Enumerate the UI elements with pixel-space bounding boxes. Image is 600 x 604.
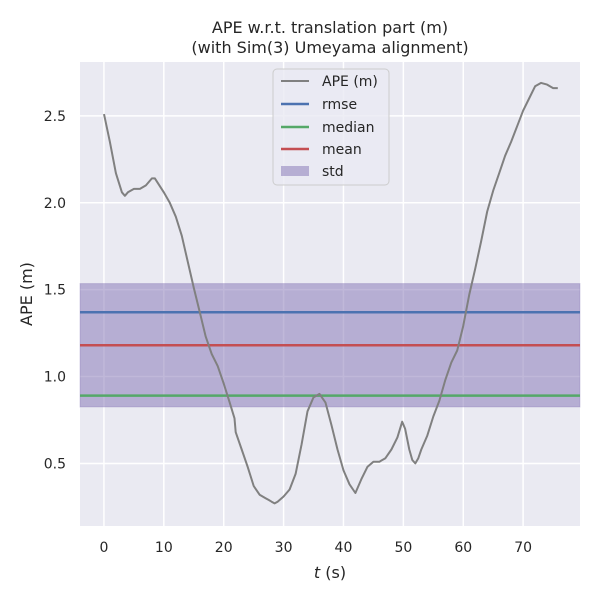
legend-swatch-std <box>281 166 309 176</box>
y-tick-label: 1.0 <box>44 370 66 386</box>
series-layer <box>103 81 558 505</box>
x-tick-label: 40 <box>335 540 353 556</box>
x-tick-label: 70 <box>514 540 532 556</box>
chart-title-line-1: APE w.r.t. translation part (m) <box>212 18 448 37</box>
x-axis-label: t (s) <box>314 563 346 582</box>
x-axis-label-unit: (s) <box>320 563 346 582</box>
legend-label-ape: APE (m) <box>322 74 378 90</box>
y-tick-label: 0.5 <box>44 456 66 472</box>
x-tick-label: 50 <box>394 540 412 556</box>
legend-label-median: median <box>322 120 374 136</box>
y-tick-label: 2.0 <box>44 196 66 212</box>
x-ticks: 0 10 20 30 40 50 60 70 <box>99 540 532 556</box>
x-tick-label: 30 <box>275 540 293 556</box>
y-axis-label: APE (m) <box>17 262 36 326</box>
x-tick-label: 0 <box>99 540 108 556</box>
chart-title-line-2: (with Sim(3) Umeyama alignment) <box>191 38 468 57</box>
x-tick-label: 60 <box>454 540 472 556</box>
legend-frame <box>272 68 390 186</box>
stat-lines <box>80 310 580 397</box>
legend: APE (m) rmse median mean std <box>272 68 390 186</box>
y-tick-label: 1.5 <box>44 283 66 299</box>
legend-label-mean: mean <box>322 142 362 158</box>
x-tick-label: 10 <box>155 540 173 556</box>
ape-series-line <box>103 81 558 505</box>
y-ticks: 0.5 1.0 1.5 2.0 2.5 <box>44 109 66 473</box>
legend-label-rmse: rmse <box>322 97 357 113</box>
x-axis-label-italic: t <box>314 563 321 582</box>
legend-label-std: std <box>322 164 344 180</box>
y-tick-label: 2.5 <box>44 109 66 125</box>
x-tick-label: 20 <box>215 540 233 556</box>
